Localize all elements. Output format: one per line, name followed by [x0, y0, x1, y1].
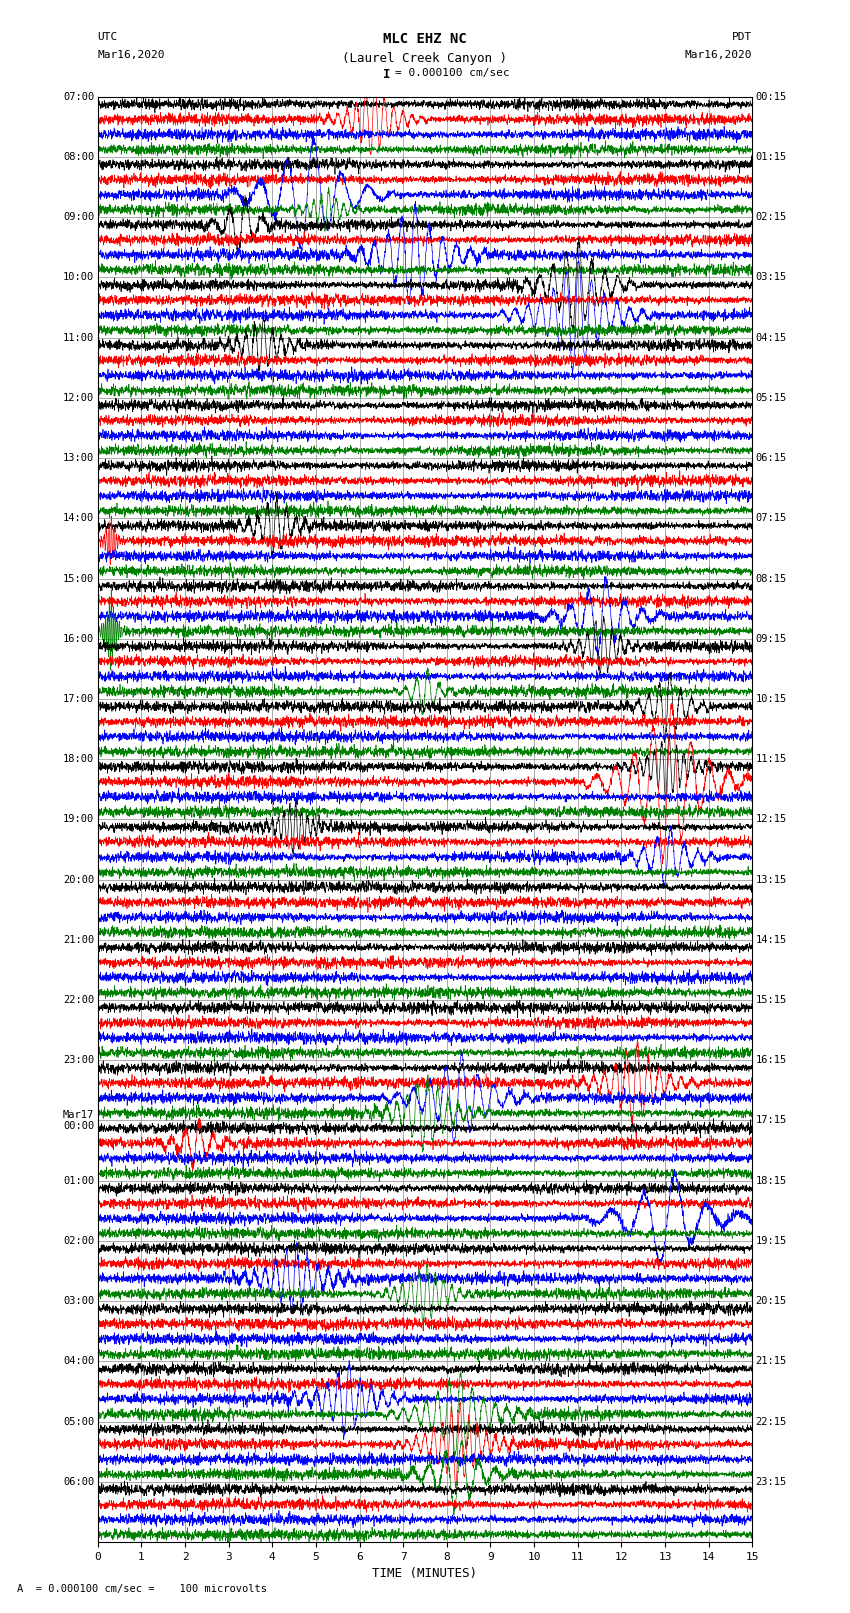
Text: 14:00: 14:00: [63, 513, 94, 523]
Text: I: I: [383, 68, 390, 81]
Text: 15:00: 15:00: [63, 574, 94, 584]
Text: 18:00: 18:00: [63, 755, 94, 765]
Text: 14:15: 14:15: [756, 936, 787, 945]
Text: 23:15: 23:15: [756, 1478, 787, 1487]
Text: 19:00: 19:00: [63, 815, 94, 824]
Text: 12:00: 12:00: [63, 394, 94, 403]
Text: A  = 0.000100 cm/sec =    100 microvolts: A = 0.000100 cm/sec = 100 microvolts: [17, 1584, 267, 1594]
Text: 10:00: 10:00: [63, 273, 94, 282]
Text: 21:00: 21:00: [63, 936, 94, 945]
Text: 16:15: 16:15: [756, 1055, 787, 1065]
Text: 03:15: 03:15: [756, 273, 787, 282]
Text: 21:15: 21:15: [756, 1357, 787, 1366]
Text: 22:15: 22:15: [756, 1416, 787, 1426]
Text: 00:15: 00:15: [756, 92, 787, 102]
Text: 19:15: 19:15: [756, 1236, 787, 1245]
Text: = 0.000100 cm/sec: = 0.000100 cm/sec: [395, 68, 510, 77]
Text: 03:00: 03:00: [63, 1297, 94, 1307]
Text: Mar17
00:00: Mar17 00:00: [63, 1110, 94, 1131]
Text: 17:15: 17:15: [756, 1116, 787, 1126]
Text: 20:15: 20:15: [756, 1297, 787, 1307]
Text: 06:00: 06:00: [63, 1478, 94, 1487]
Text: PDT: PDT: [732, 32, 752, 42]
Text: 04:15: 04:15: [756, 332, 787, 342]
Text: 23:00: 23:00: [63, 1055, 94, 1065]
Text: 06:15: 06:15: [756, 453, 787, 463]
Text: MLC EHZ NC: MLC EHZ NC: [383, 32, 467, 47]
Text: 09:15: 09:15: [756, 634, 787, 644]
Text: 02:15: 02:15: [756, 213, 787, 223]
X-axis label: TIME (MINUTES): TIME (MINUTES): [372, 1568, 478, 1581]
Text: Mar16,2020: Mar16,2020: [685, 50, 752, 60]
Text: 20:00: 20:00: [63, 874, 94, 884]
Text: 22:00: 22:00: [63, 995, 94, 1005]
Text: 17:00: 17:00: [63, 694, 94, 703]
Text: 05:00: 05:00: [63, 1416, 94, 1426]
Text: 18:15: 18:15: [756, 1176, 787, 1186]
Text: 16:00: 16:00: [63, 634, 94, 644]
Text: 13:00: 13:00: [63, 453, 94, 463]
Text: UTC: UTC: [98, 32, 118, 42]
Text: 05:15: 05:15: [756, 394, 787, 403]
Text: 09:00: 09:00: [63, 213, 94, 223]
Text: Mar16,2020: Mar16,2020: [98, 50, 165, 60]
Text: 11:00: 11:00: [63, 332, 94, 342]
Text: 13:15: 13:15: [756, 874, 787, 884]
Text: 04:00: 04:00: [63, 1357, 94, 1366]
Text: 02:00: 02:00: [63, 1236, 94, 1245]
Text: 12:15: 12:15: [756, 815, 787, 824]
Text: 01:15: 01:15: [756, 152, 787, 161]
Text: 15:15: 15:15: [756, 995, 787, 1005]
Text: (Laurel Creek Canyon ): (Laurel Creek Canyon ): [343, 52, 507, 65]
Text: 01:00: 01:00: [63, 1176, 94, 1186]
Text: 11:15: 11:15: [756, 755, 787, 765]
Text: 10:15: 10:15: [756, 694, 787, 703]
Text: 07:15: 07:15: [756, 513, 787, 523]
Text: 08:00: 08:00: [63, 152, 94, 161]
Text: 07:00: 07:00: [63, 92, 94, 102]
Text: 08:15: 08:15: [756, 574, 787, 584]
